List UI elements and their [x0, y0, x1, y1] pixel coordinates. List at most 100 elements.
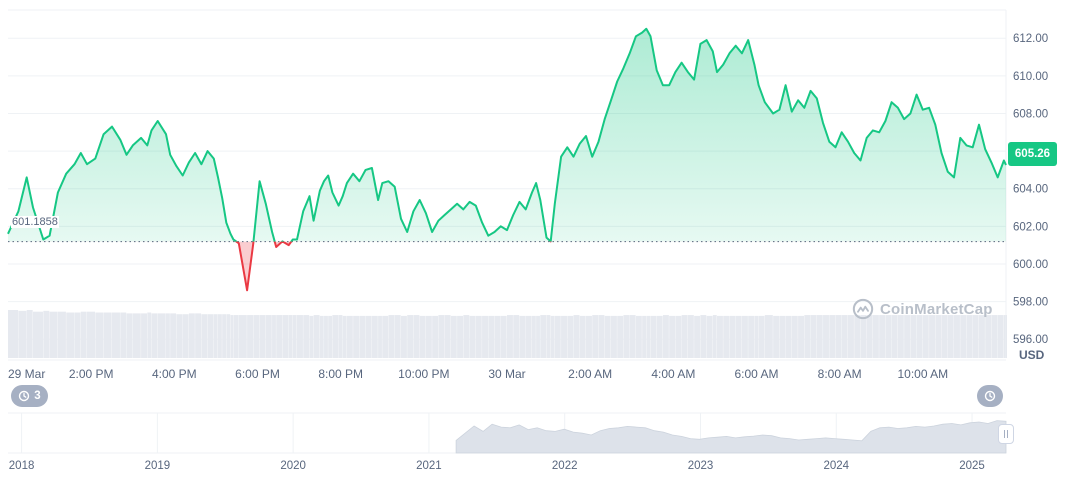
navigator-year-label: 2024 [823, 460, 849, 472]
volume-bar [346, 315, 353, 358]
area-above-baseline [8, 28, 1006, 242]
volume-bar [141, 313, 148, 358]
volume-bar [120, 312, 127, 358]
volume-bar [891, 315, 898, 358]
volume-bar [213, 314, 218, 358]
volume-bar [147, 312, 152, 358]
volume-bar [313, 315, 320, 358]
volume-bar [687, 315, 694, 358]
volume-bar [332, 315, 339, 358]
volume-bar [598, 315, 605, 358]
volume-bar [425, 315, 432, 358]
baseline-label: 601.1858 [11, 216, 59, 228]
volume-bar [469, 315, 476, 358]
volume-bar [66, 312, 75, 358]
volume-bar [748, 315, 755, 358]
y-tick-label: 604.00 [1013, 184, 1048, 196]
volume-bar [195, 313, 202, 358]
volume-bar [353, 315, 360, 358]
volume-bar [879, 315, 886, 358]
x-tick-label: 10:00 PM [398, 367, 449, 381]
volume-bar [338, 315, 343, 358]
volume-bar [253, 315, 260, 358]
volume-bar [860, 315, 867, 358]
y-tick-label: 598.00 [1013, 297, 1048, 309]
volume-bar [95, 312, 104, 358]
volume-bar [233, 315, 239, 358]
volume-bar [546, 315, 551, 358]
volume-bar [646, 315, 651, 358]
volume-bar [176, 314, 183, 358]
volume-bar [328, 315, 333, 358]
volume-bar [463, 315, 470, 358]
history-toggle-button[interactable] [977, 385, 1003, 407]
y-tick-label: 596.00 [1013, 334, 1048, 346]
volume-bar [450, 315, 457, 358]
navigator-year-label: 2025 [959, 460, 985, 472]
volume-bar [997, 315, 1004, 358]
volume-bar [382, 315, 389, 358]
volume-bar [536, 315, 540, 358]
volume-bar [854, 315, 861, 358]
volume-bar [985, 315, 992, 358]
volume-bar [309, 315, 314, 358]
volume-bar [642, 315, 647, 358]
volume-bar [681, 315, 688, 358]
volume-bar [507, 315, 513, 358]
navigator-year-label: 2019 [145, 460, 171, 472]
watermark: CoinMarketCap [852, 298, 993, 320]
volume-bar [573, 315, 580, 358]
volume-bar [617, 315, 624, 358]
volume-bar [773, 315, 780, 358]
y-tick-label: 602.00 [1013, 221, 1048, 233]
volume-bar [935, 315, 942, 358]
volume-bar [482, 315, 488, 358]
volume-bar [910, 315, 917, 358]
navigator-year-label: 2023 [688, 460, 714, 472]
volume-bar [272, 315, 276, 358]
volume-bar [103, 312, 112, 358]
volume-bar [188, 313, 195, 358]
volume-bar [991, 315, 998, 358]
volume-bar [400, 315, 407, 358]
history-button[interactable]: 3 [11, 385, 48, 407]
volume-bar [32, 311, 44, 358]
volume-bar [43, 310, 50, 358]
navigator-handle[interactable] [998, 424, 1014, 444]
price-line-up [7, 27, 1007, 242]
volume-bar [554, 315, 561, 358]
volume-bar [288, 315, 293, 358]
volume-bar [764, 315, 773, 358]
volume-bar [960, 315, 967, 358]
volume-bar [604, 315, 611, 358]
volume-bar [26, 310, 33, 358]
volume-bar [432, 315, 439, 358]
volume-bar [324, 315, 328, 358]
volume-bar [438, 315, 445, 358]
volume-bar [494, 315, 501, 358]
volume-bar [303, 315, 310, 358]
volume-bar [166, 313, 170, 358]
x-tick-label: 6:00 AM [734, 367, 778, 381]
volume-bar [342, 315, 347, 358]
volume-bar [966, 315, 973, 358]
volume-bar [700, 315, 707, 358]
volume-bar [1003, 315, 1006, 358]
volume-bar [741, 315, 748, 358]
volume-bar [222, 314, 227, 358]
volume-bar [610, 315, 617, 358]
volume-bar [916, 315, 923, 358]
volume-bar [57, 311, 66, 358]
x-tick-label: 2:00 AM [568, 367, 612, 381]
volume-bar [623, 315, 630, 358]
volume-bar [816, 315, 823, 358]
y-tick-label: 608.00 [1013, 108, 1048, 120]
volume-bar [954, 315, 960, 358]
volume-bar [972, 315, 979, 358]
volume-bar [8, 310, 19, 358]
volume-bar [74, 312, 81, 358]
volume-bar [716, 315, 723, 358]
volume-bar [567, 315, 574, 358]
volume-bar [265, 315, 272, 358]
